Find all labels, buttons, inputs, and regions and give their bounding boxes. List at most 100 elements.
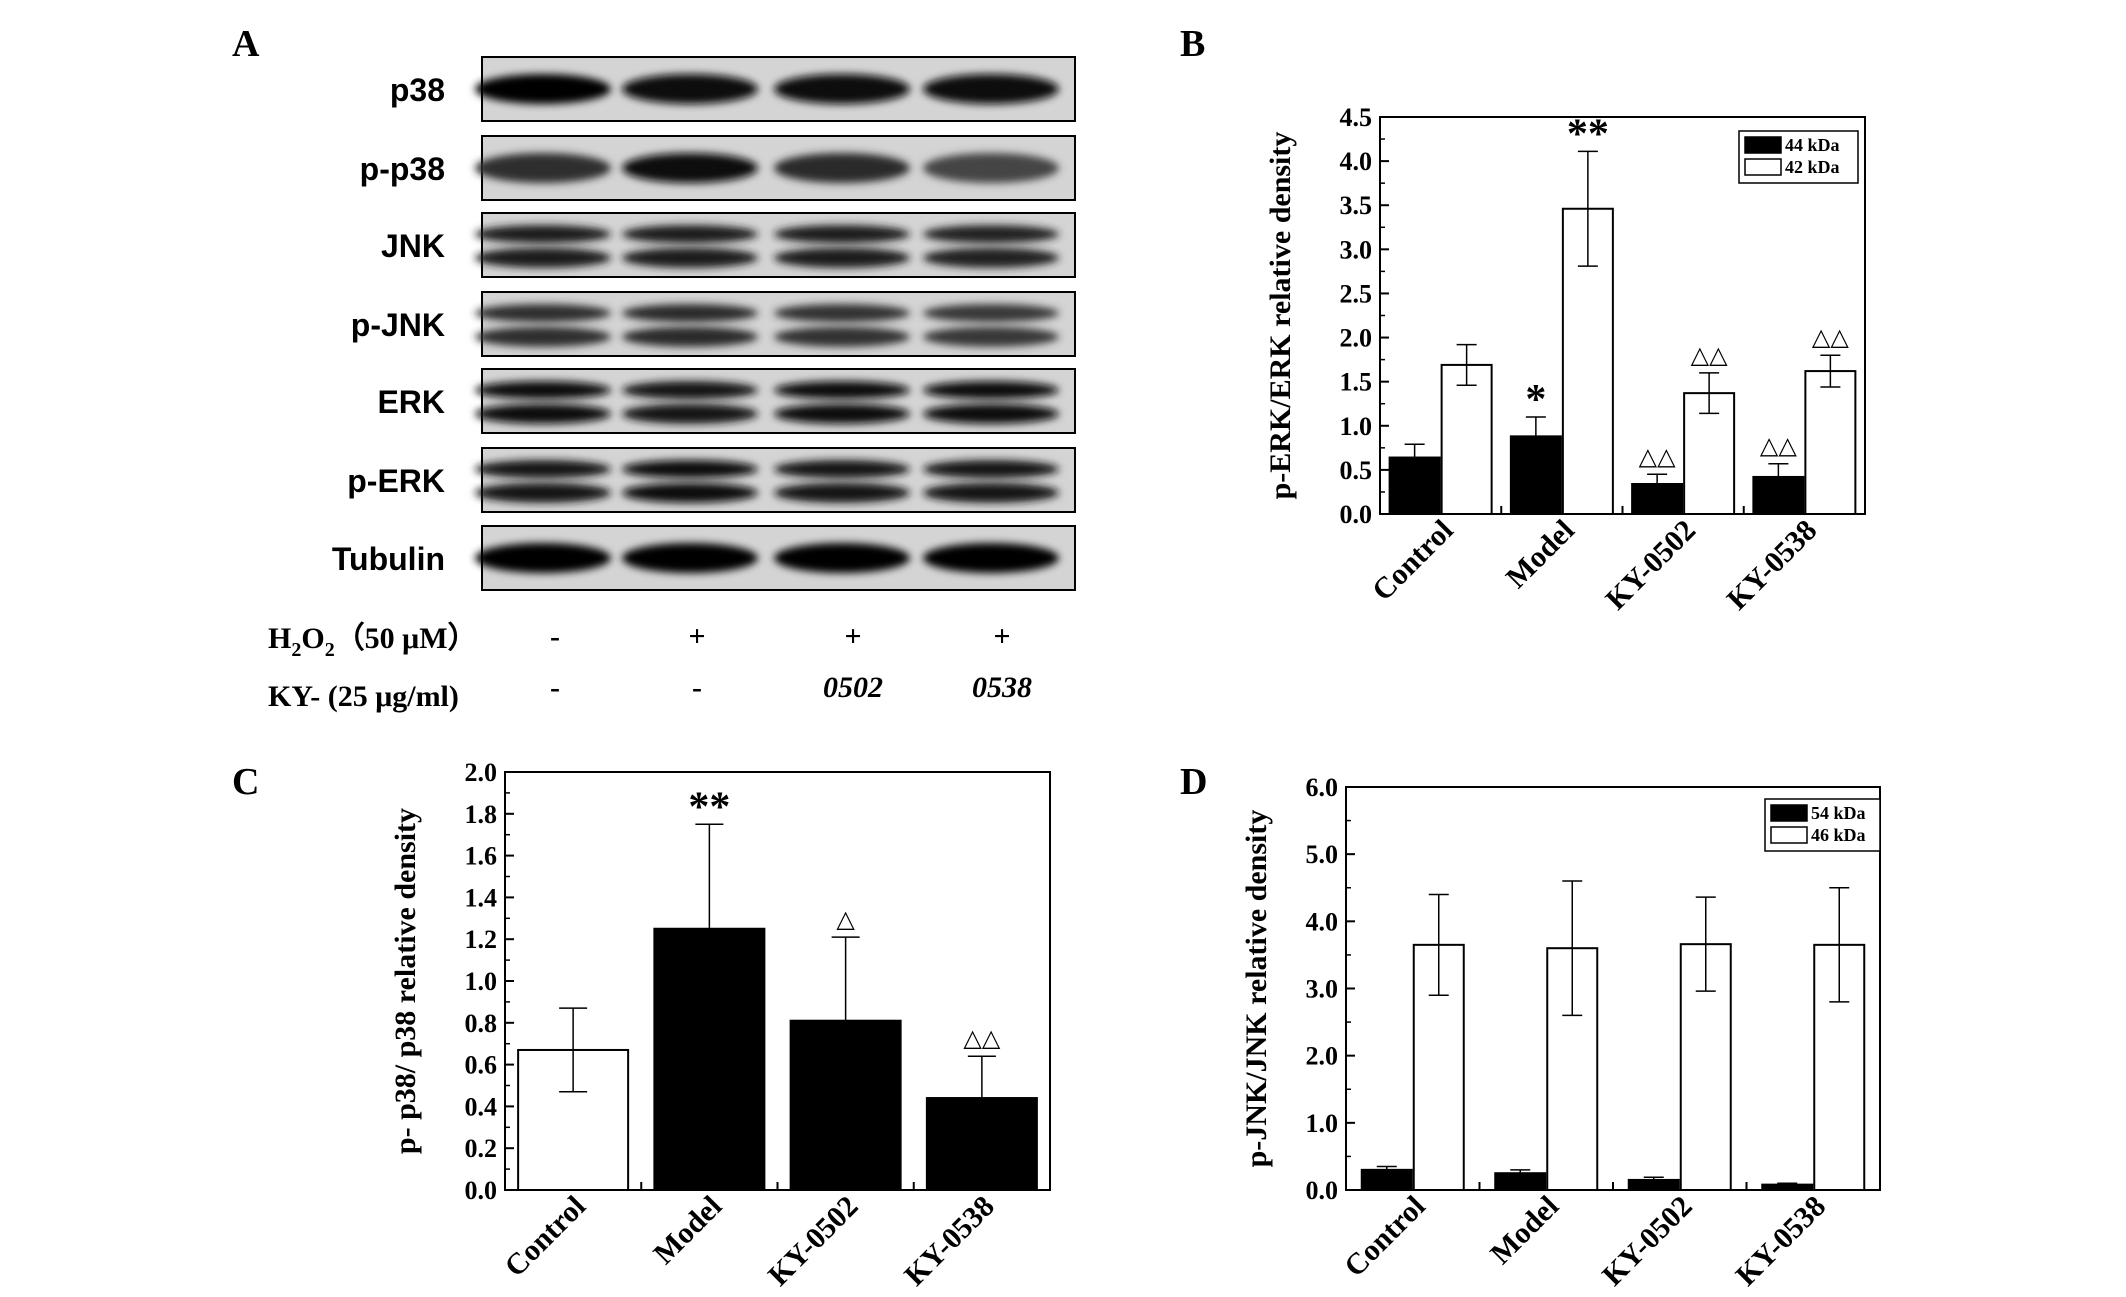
blot-band [923, 304, 1059, 323]
blot-band [774, 482, 910, 503]
blot-band [622, 460, 758, 479]
x-tick-label: KY-0538 [1729, 1190, 1832, 1293]
blot-row-label: p-p38 [360, 151, 445, 187]
x-tick-label: Model [1484, 1190, 1565, 1271]
bar [1804, 370, 1857, 515]
blot-band [923, 247, 1059, 268]
blot-band [622, 482, 758, 503]
blot-band [774, 543, 910, 573]
blot-band [774, 381, 910, 400]
y-tick-label: 3.5 [1340, 191, 1373, 220]
treatment-label-ky: KY- (25 μg/ml) [268, 680, 459, 713]
blot-band [475, 403, 611, 424]
blot-band [923, 482, 1059, 503]
y-axis-label: p-ERK/ERK relative density [1264, 132, 1297, 500]
bar [1440, 363, 1493, 515]
blot-strip [481, 291, 1076, 357]
significance-marker: △△ [1760, 432, 1797, 460]
treatment-value: + [688, 620, 705, 653]
x-tick-label: Model [647, 1190, 728, 1271]
y-tick-label: 4.0 [1306, 907, 1339, 936]
y-tick-label: 3.0 [1306, 975, 1339, 1004]
blot-band [774, 304, 910, 323]
treatment-value: + [844, 620, 861, 653]
blot-band [923, 460, 1059, 479]
x-tick-label: Control [1338, 1190, 1432, 1284]
legend-label: 46 kDa [1811, 825, 1866, 845]
significance-marker: △ [836, 905, 855, 933]
blot-band [475, 247, 611, 268]
treatment-value: - [692, 671, 702, 704]
significance-marker: △△ [1639, 442, 1676, 470]
blot-band [475, 153, 611, 183]
x-tick-label: Control [498, 1190, 592, 1284]
y-tick-label: 1.8 [465, 800, 498, 829]
x-tick-label: KY-0502 [1596, 1190, 1699, 1293]
y-tick-label: 1.0 [1306, 1109, 1339, 1138]
y-tick-label: 0.6 [465, 1051, 498, 1080]
blot-band [774, 74, 910, 104]
legend-swatch [1770, 826, 1808, 844]
blot-band [475, 482, 611, 503]
legend-swatch [1744, 136, 1782, 154]
y-tick-label: 0.2 [465, 1134, 498, 1163]
treatment-label-h2o2: H2O2（50 μM） [268, 621, 478, 661]
blot-band [923, 403, 1059, 424]
treatment-value: + [993, 620, 1010, 653]
y-tick-label: 0.0 [1340, 500, 1373, 529]
blot-row-label: Tubulin [332, 541, 445, 577]
blot-band [475, 543, 611, 573]
legend-swatch [1770, 804, 1808, 822]
significance-marker: △△ [1812, 323, 1849, 351]
legend-swatch [1744, 158, 1782, 176]
panel-letter-b: B [1180, 23, 1206, 65]
panel-letter-a: A [232, 23, 260, 65]
blot-band [774, 326, 910, 347]
blot-band [475, 460, 611, 479]
blot-row-label: ERK [377, 384, 445, 420]
y-tick-label: 4.0 [1340, 147, 1373, 176]
y-tick-label: 1.0 [465, 967, 498, 996]
x-tick-label: KY-0502 [1599, 514, 1702, 617]
significance-marker: △△ [963, 1024, 1000, 1052]
blot-band [923, 381, 1059, 400]
blot-row-label: p38 [390, 72, 445, 108]
blot-band [774, 153, 910, 183]
blot-band [475, 225, 611, 244]
y-tick-label: 2.0 [465, 758, 498, 787]
legend-label: 44 kDa [1785, 135, 1840, 155]
treatment-value: - [550, 671, 560, 704]
panel-letter-d: D [1180, 761, 1208, 803]
y-tick-label: 1.4 [465, 883, 498, 912]
y-tick-label: 1.6 [465, 842, 498, 871]
blot-band [622, 543, 758, 573]
blot-band [622, 225, 758, 244]
y-tick-label: 0.8 [465, 1009, 498, 1038]
y-tick-label: 2.0 [1306, 1042, 1339, 1071]
y-axis-label: p-JNK/JNK relative density [1240, 810, 1273, 1168]
y-tick-label: 2.5 [1340, 279, 1373, 308]
y-tick-label: 2.0 [1340, 324, 1373, 353]
blot-band [622, 403, 758, 424]
blot-band [923, 74, 1059, 104]
bar [789, 1019, 902, 1192]
y-tick-label: 0.0 [465, 1176, 498, 1205]
x-tick-label: KY-0502 [762, 1190, 865, 1293]
blot-band [475, 326, 611, 347]
treatment-value: 0502 [823, 671, 883, 704]
y-axis-label: p- p38/ p38 relative density [389, 808, 422, 1154]
blot-band [622, 326, 758, 347]
blot-row-label: JNK [381, 228, 445, 264]
blot-band [475, 304, 611, 323]
y-tick-label: 1.2 [465, 925, 498, 954]
y-tick-label: 4.5 [1340, 103, 1373, 132]
blot-band [923, 153, 1059, 183]
blot-band [622, 247, 758, 268]
y-tick-label: 6.0 [1306, 773, 1339, 802]
blot-band [622, 381, 758, 400]
treatment-value: - [550, 620, 560, 653]
x-tick-label: Control [1366, 514, 1460, 608]
y-tick-label: 0.5 [1340, 456, 1373, 485]
y-tick-label: 0.4 [465, 1092, 498, 1121]
